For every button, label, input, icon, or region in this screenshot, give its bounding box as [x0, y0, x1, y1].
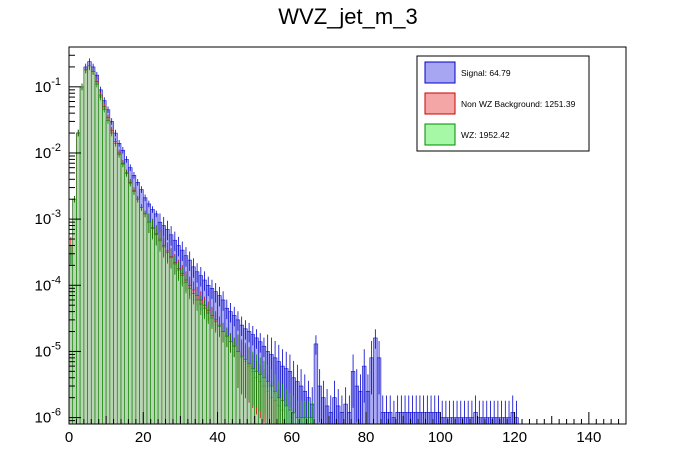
histogram-bar — [198, 303, 203, 424]
histogram-bar — [146, 221, 151, 424]
histogram-bar — [105, 120, 111, 424]
x-tick-label: 40 — [209, 429, 226, 446]
histogram-bar — [202, 307, 207, 424]
histogram-bar — [183, 282, 189, 424]
chart-title: WVZ_jet_m_3 — [278, 4, 417, 29]
y-tick-label: 10-4 — [35, 274, 61, 294]
histogram-bar — [232, 345, 237, 424]
histogram-bar — [83, 69, 88, 424]
histogram-bar — [157, 240, 163, 424]
legend-swatch — [424, 123, 456, 146]
y-tick-label: 10-5 — [35, 340, 61, 360]
histogram-bar — [220, 331, 226, 424]
histogram-bar — [176, 269, 181, 424]
x-tick-label: 20 — [135, 429, 152, 446]
histogram-bar — [168, 257, 174, 424]
histogram-bar — [209, 317, 215, 424]
histogram-bar — [87, 65, 92, 424]
x-tick-label: 140 — [576, 429, 601, 446]
histogram-bar — [180, 275, 185, 424]
histogram-bar — [98, 96, 103, 424]
y-tick-label: 10-1 — [35, 76, 61, 96]
histogram-bar — [94, 83, 100, 424]
histogram-bar — [79, 86, 85, 424]
histogram-bar — [313, 343, 319, 424]
legend-label: WZ: 1952.42 — [461, 130, 510, 140]
histogram-bar — [102, 108, 107, 424]
x-tick-label: 0 — [65, 429, 73, 446]
histogram-bar — [116, 154, 122, 424]
histogram-bar — [165, 252, 170, 424]
histogram-bar — [154, 234, 159, 424]
y-axis: 10-1 10-2 10-3 10-4 10-5 10-6 — [35, 46, 81, 427]
x-tick-label: 60 — [283, 429, 300, 446]
y-tick-label: 10-6 — [35, 407, 61, 427]
x-axis: 0 20 40 60 80 100 120 140 — [65, 412, 627, 446]
histogram-bar — [76, 132, 81, 424]
error-bars — [70, 58, 517, 424]
histogram-bar — [224, 335, 229, 424]
histogram-bar — [187, 288, 192, 424]
histogram-bar — [128, 182, 133, 424]
histogram-bar — [213, 321, 218, 424]
histogram-bar — [217, 325, 222, 424]
histogram-bar — [191, 293, 196, 424]
series-2 — [69, 65, 315, 424]
legend-label: Signal: 64.79 — [461, 68, 511, 78]
histogram-bar — [109, 132, 114, 424]
histogram-bar — [90, 71, 96, 424]
histogram-bar — [113, 143, 118, 424]
y-tick-label: 10-2 — [35, 142, 61, 162]
histogram-bar — [206, 312, 211, 424]
histogram-bar — [150, 228, 155, 424]
histogram-bar — [120, 163, 125, 424]
histogram-bar — [142, 213, 148, 424]
x-tick-label: 100 — [428, 429, 453, 446]
x-tick-label: 80 — [358, 429, 375, 446]
histogram-bar — [124, 173, 129, 424]
legend-label: Non WZ Background: 1251.39 — [461, 99, 576, 109]
y-tick-label: 10-3 — [35, 208, 61, 228]
histogram-bar — [139, 207, 144, 424]
plot-frame — [68, 46, 627, 425]
histogram-bar — [135, 198, 140, 424]
legend: Signal: 64.79 Non WZ Background: 1251.39 W… — [416, 55, 590, 152]
legend-swatch — [424, 92, 456, 115]
histogram-bar — [161, 246, 166, 424]
histogram-bar — [228, 341, 233, 424]
histogram-bar — [131, 191, 137, 424]
histogram-bar — [172, 263, 177, 424]
histogram-bar — [194, 299, 200, 424]
x-tick-label: 120 — [502, 429, 527, 446]
histogram-bar — [373, 337, 378, 424]
legend-swatch — [424, 61, 456, 84]
histogram-bar — [69, 253, 74, 424]
